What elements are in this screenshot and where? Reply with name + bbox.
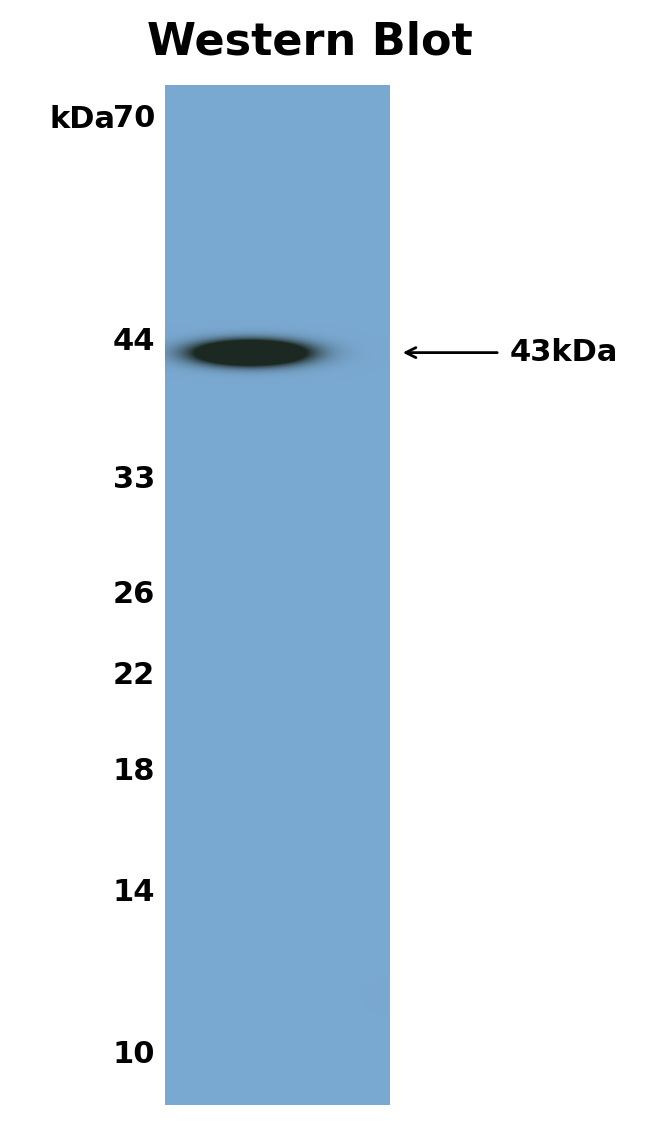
Text: kDa: kDa: [50, 105, 116, 134]
Text: 18: 18: [112, 757, 155, 786]
Text: 26: 26: [112, 580, 155, 609]
Text: 14: 14: [112, 878, 155, 907]
Text: 44: 44: [112, 327, 155, 356]
Text: 22: 22: [112, 661, 155, 689]
Text: Western Blot: Western Blot: [147, 20, 473, 64]
Text: 33: 33: [112, 465, 155, 495]
Text: 70: 70: [112, 103, 155, 133]
Text: 43kDa: 43kDa: [510, 338, 618, 367]
Text: 10: 10: [112, 1040, 155, 1069]
